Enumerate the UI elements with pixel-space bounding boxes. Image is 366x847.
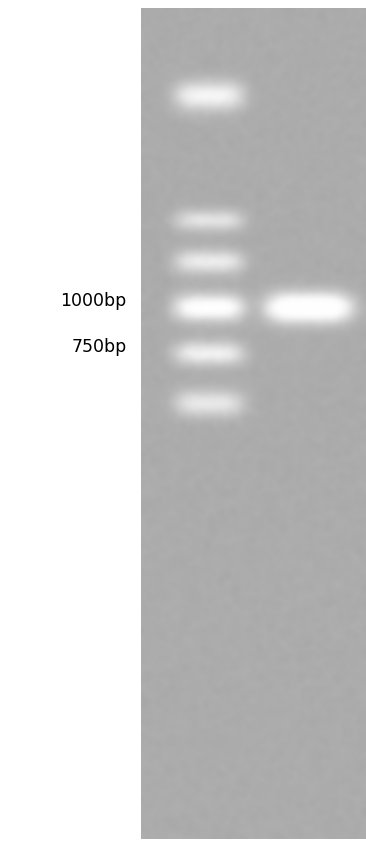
Text: 1000bp: 1000bp [60,291,127,310]
Text: 750bp: 750bp [72,338,127,356]
